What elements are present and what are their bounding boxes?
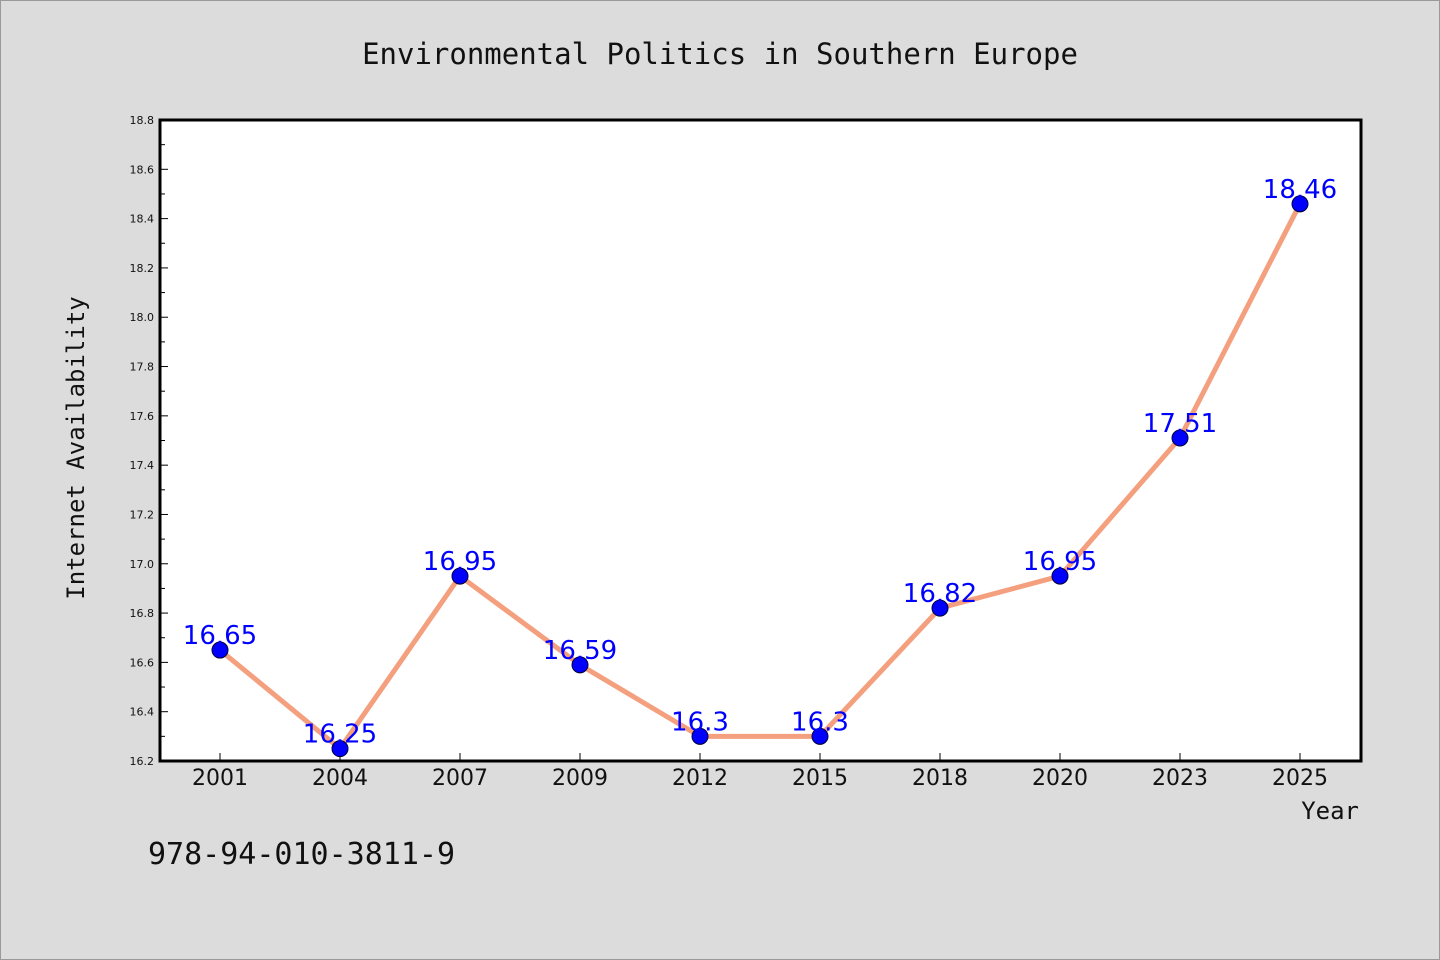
x-tick-label: 2023 [1152,766,1208,791]
x-tick-label: 2012 [672,766,728,791]
x-tick-label: 2001 [192,766,248,791]
x-tick-label: 2025 [1272,766,1328,791]
y-tick-label: 16.2 [130,755,155,768]
x-tick-label: 2009 [552,766,608,791]
data-point [931,599,949,617]
data-label: 16.25 [303,720,377,750]
data-point [1051,567,1069,585]
x-tick-label: 2018 [912,766,968,791]
y-tick-label: 18.4 [130,213,155,226]
y-tick-label: 18.8 [130,114,155,127]
plot-area [158,118,1363,763]
y-tick-label: 17.0 [130,558,155,571]
x-tick-label: 2007 [432,766,488,791]
data-point [211,641,229,659]
x-tick-label: 2020 [1032,766,1088,791]
data-label: 16.3 [671,707,729,737]
data-label: 16.95 [1023,547,1097,577]
x-axis: 2001 2004 2007 2009 2012 2015 2018 2020 2023 2025 [192,753,1328,791]
y-tick-label: 16.8 [130,607,155,620]
data-label: 17.51 [1143,409,1217,439]
data-label: 16.65 [183,621,257,651]
y-tick-label: 17.2 [130,508,155,521]
y-tick-label: 18.0 [130,311,155,324]
y-tick-label: 16.4 [130,706,155,719]
markers-group [211,195,1309,758]
data-label: 16.3 [791,707,849,737]
y-axis: 16.2 16.4 16.6 16.8 17.0 17.2 17.4 17.6 17.8 18.0… [130,114,168,768]
data-point [811,727,829,745]
y-tick-label: 18.6 [130,163,155,176]
y-tick-label: 17.6 [130,410,155,423]
x-axis-title: Year [1301,797,1359,825]
data-labels-group: 16.65 16.25 16.95 16.59 16.3 16.3 16.82 16.95 17… [183,175,1337,750]
data-point [1171,429,1189,447]
chart-title: Environmental Politics in Southern Europ… [362,37,1078,71]
data-label: 16.95 [423,547,497,577]
isbn-footer: 978-94-010-3811-9 [148,837,455,872]
x-tick-label: 2015 [792,766,848,791]
data-label: 16.59 [543,636,617,666]
y-tick-label: 18.2 [130,262,155,275]
data-label: 16.82 [903,579,977,609]
data-point [1291,195,1309,213]
series-line [217,201,1303,752]
y-tick-label: 17.8 [130,361,155,374]
y-axis-title: Internet Availability [62,296,90,599]
x-tick-label: 2004 [312,766,368,791]
y-tick-label: 17.4 [130,459,155,472]
data-point [331,740,349,758]
data-label: 18.46 [1263,175,1337,205]
data-point [571,656,589,674]
series-line-group [217,201,1303,752]
data-point [691,727,709,745]
y-tick-label: 16.6 [130,656,155,669]
data-point [451,567,469,585]
